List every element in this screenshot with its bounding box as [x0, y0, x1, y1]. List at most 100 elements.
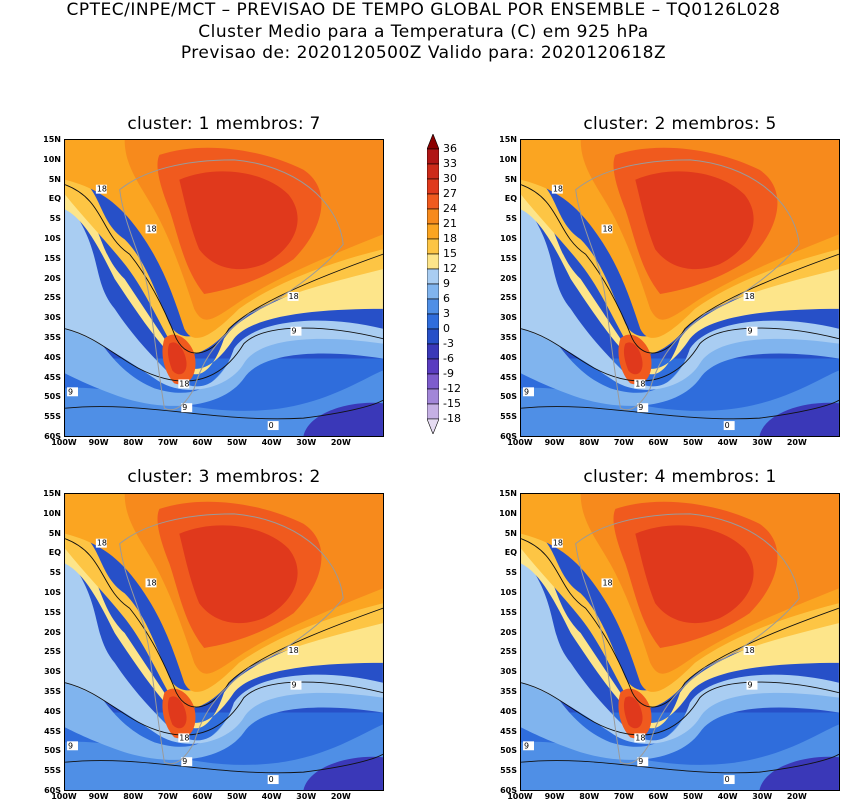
- lon-tick-label: 20W: [330, 438, 351, 447]
- temp-region-band-6: [521, 308, 839, 406]
- temp-region-cold-core: [759, 756, 839, 790]
- colorbar-scale: [426, 133, 440, 435]
- svg-text:18: 18: [179, 379, 189, 388]
- lon-tick-label: 20W: [330, 792, 351, 801]
- isotherm-line: [521, 184, 839, 354]
- colorbar-swatch: [426, 163, 440, 180]
- isotherm-line: [65, 681, 383, 736]
- svg-text:0: 0: [725, 421, 730, 430]
- svg-text:0: 0: [725, 775, 730, 784]
- temp-region-cold-core: [759, 402, 839, 436]
- colorbar-swatch: [426, 298, 440, 315]
- lon-tick-label: 90W: [544, 438, 565, 447]
- temperature-map-1: 18 18 18 18 9 9 9 0: [65, 140, 383, 436]
- svg-text:18: 18: [289, 292, 299, 301]
- contour-label: 9: [290, 681, 302, 690]
- lat-tick-label: 25S: [44, 293, 61, 303]
- isotherm-line: [521, 538, 839, 708]
- lat-tick-label: 15S: [500, 607, 517, 617]
- contour-label: 0: [267, 775, 279, 784]
- lon-tick-label: 30W: [752, 438, 773, 447]
- contour-label: 18: [178, 379, 189, 388]
- colorbar-level-label: 30: [443, 172, 457, 185]
- lon-tick-label: 100W: [51, 438, 77, 447]
- colorbar-swatch: [426, 178, 440, 195]
- contour-label: 0: [723, 421, 735, 430]
- map-panel-4: 18 18 18 18 9 9 9 0: [520, 493, 840, 791]
- lat-tick-label: 25S: [500, 293, 517, 303]
- lat-tick-label: 15N: [499, 489, 517, 498]
- map-panel-3: 18 18 18 18 9 9 9 0: [64, 493, 384, 791]
- lat-tick-label: 15N: [43, 135, 61, 144]
- isotherm-line: [65, 538, 383, 708]
- colorbar-swatch: [426, 373, 440, 390]
- contour-label: 18: [551, 539, 563, 548]
- colorbar-level-label: -12: [443, 382, 461, 395]
- colorbar-swatch: [426, 328, 440, 345]
- svg-text:18: 18: [635, 733, 645, 742]
- lon-tick-label: 100W: [507, 792, 533, 801]
- temp-region-band-3: [65, 370, 383, 436]
- colorbar-level-label: -6: [443, 352, 454, 365]
- contour-label: 18: [743, 646, 755, 655]
- lat-tick-label: EQ: [504, 548, 517, 558]
- colorbar: [426, 133, 440, 435]
- svg-text:18: 18: [553, 539, 563, 548]
- colorbar-swatch: [426, 238, 440, 255]
- svg-text:18: 18: [179, 733, 189, 742]
- lon-tick-label: 80W: [579, 792, 600, 801]
- contour-label: 9: [637, 757, 649, 766]
- lat-tick-label: 5N: [504, 528, 517, 538]
- lat-tick-label: 20S: [44, 627, 61, 637]
- contour-label: 9: [181, 403, 193, 412]
- lat-tick-label: 60S: [44, 786, 61, 795]
- colorbar-swatch: [426, 313, 440, 330]
- temperature-map-3: 18 18 18 18 9 9 9 0: [65, 494, 383, 790]
- contour-label: 0: [723, 775, 735, 784]
- lat-tick-label: 15S: [500, 253, 517, 263]
- lat-tick-label: 45S: [44, 372, 61, 382]
- temp-region-band-6: [65, 308, 383, 406]
- svg-text:9: 9: [68, 387, 73, 396]
- temp-region-patagonia-hot: [623, 696, 643, 729]
- svg-text:18: 18: [745, 292, 755, 301]
- temp-region-band-6: [521, 662, 839, 760]
- svg-text:18: 18: [289, 646, 299, 655]
- lon-tick-label: 20W: [786, 792, 807, 801]
- forecast-dates: Previsao de: 2020120500Z Valido para: 20…: [180, 43, 667, 63]
- colorbar-swatch: [426, 268, 440, 285]
- svg-text:18: 18: [603, 578, 613, 587]
- colorbar-level-label: -9: [443, 367, 454, 380]
- panel-title-4: cluster: 4 membros: 1: [583, 467, 777, 487]
- isotherm-line: [521, 753, 839, 774]
- colorbar-level-label: 27: [443, 187, 457, 200]
- contour-label: 18: [95, 539, 107, 548]
- lon-tick-label: 70W: [613, 438, 634, 447]
- lon-tick-label: 70W: [613, 792, 634, 801]
- lon-tick-label: 80W: [123, 792, 144, 801]
- contour-label: 18: [95, 185, 107, 194]
- lat-tick-label: 55S: [44, 766, 61, 776]
- lat-tick-label: 5S: [505, 568, 517, 578]
- contour-label: 18: [601, 224, 613, 233]
- figure-title: CPTEC/INPE/MCT – PREVISAO DE TEMPO GLOBA…: [66, 0, 781, 20]
- colorbar-level-label: 9: [443, 277, 450, 290]
- lat-tick-label: 15N: [499, 135, 517, 144]
- temp-region-band-27: [179, 171, 298, 270]
- colorbar-level-label: -3: [443, 337, 454, 350]
- lat-tick-label: 30S: [500, 667, 517, 677]
- svg-text:18: 18: [745, 646, 755, 655]
- map-panel-2: 18 18 18 18 9 9 9 0: [520, 139, 840, 437]
- colorbar-level-label: 21: [443, 217, 457, 230]
- colorbar-swatch: [426, 223, 440, 240]
- lat-tick-label: 15N: [43, 489, 61, 498]
- colorbar-swatch: [426, 418, 440, 435]
- panel-title-2: cluster: 2 membros: 5: [583, 114, 777, 134]
- lon-tick-label: 60W: [648, 792, 669, 801]
- lat-tick-label: EQ: [504, 194, 517, 204]
- lat-tick-label: 30S: [500, 313, 517, 323]
- colorbar-swatch: [426, 283, 440, 300]
- colorbar-level-label: 0: [443, 322, 450, 335]
- lat-tick-label: 10N: [43, 508, 61, 518]
- colorbar-level-label: 3: [443, 307, 450, 320]
